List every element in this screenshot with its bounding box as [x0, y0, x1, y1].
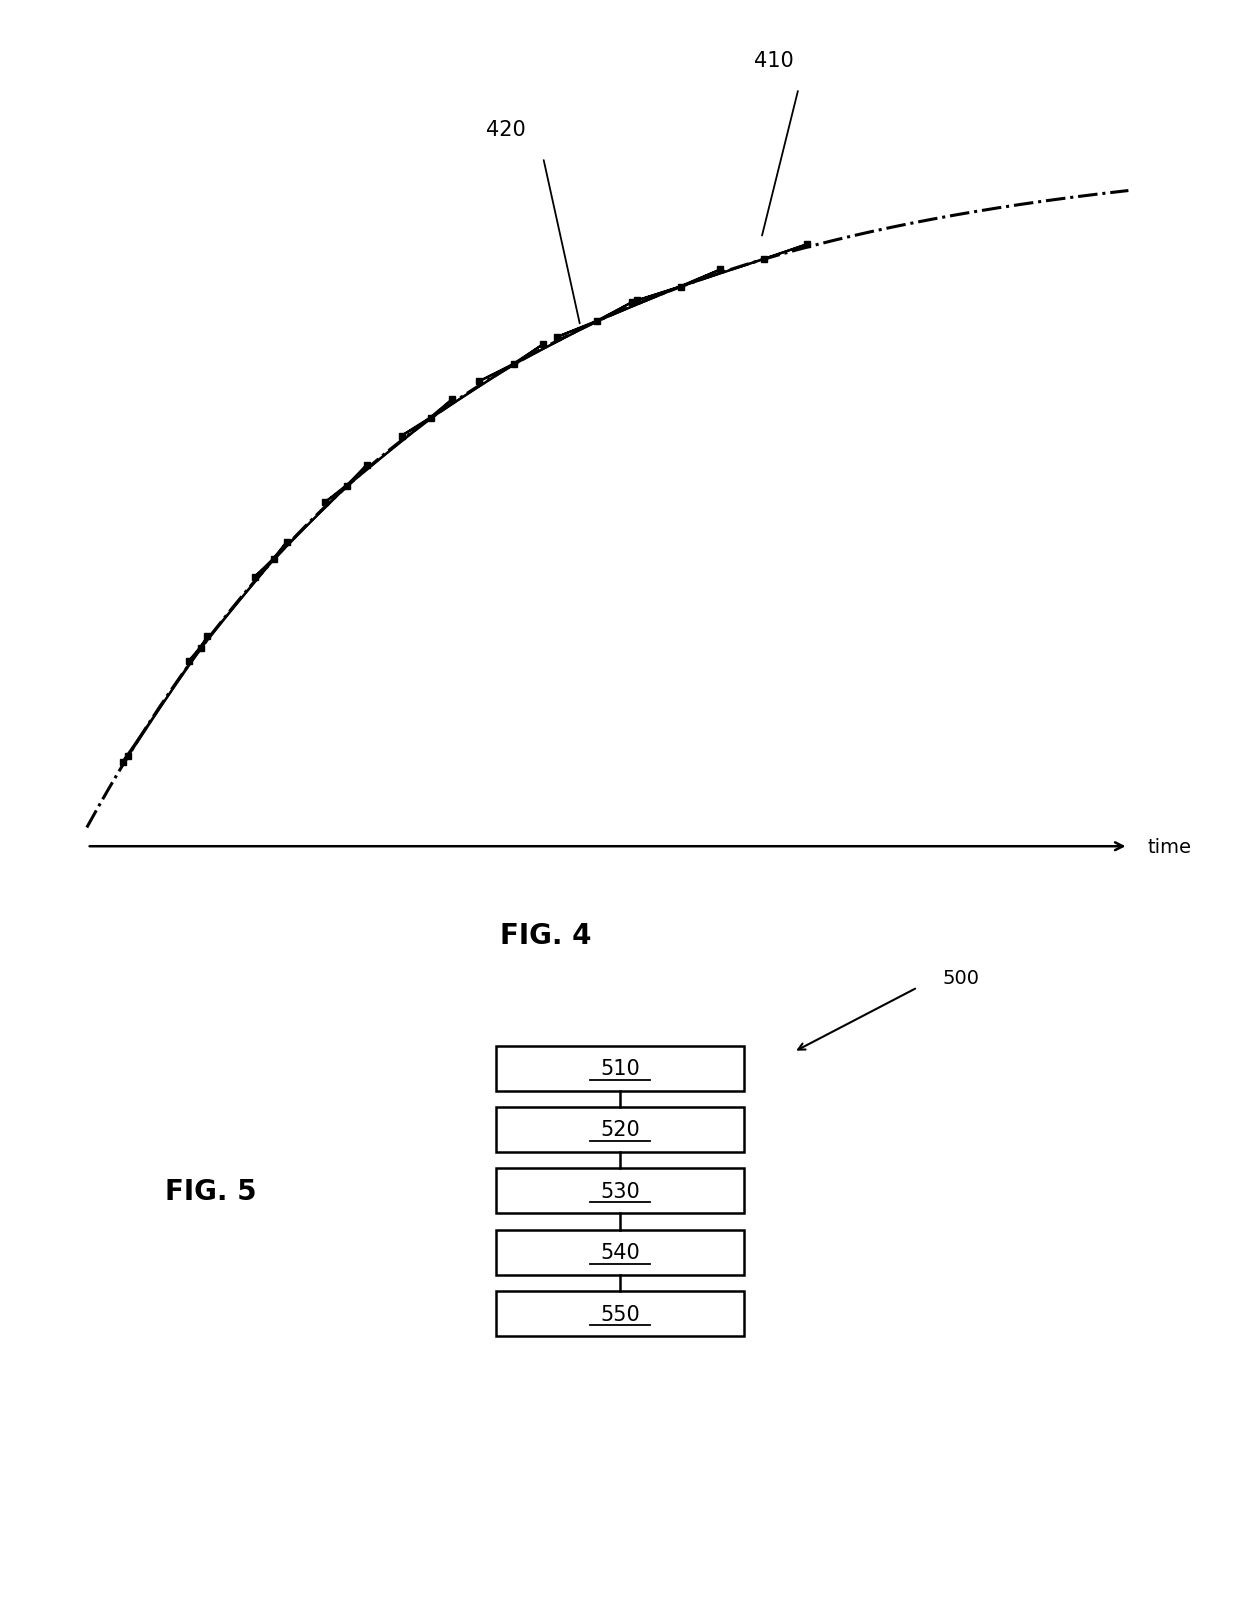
Text: 530: 530: [600, 1181, 640, 1201]
Bar: [496, 1291, 744, 1336]
Bar: [496, 1230, 744, 1275]
Text: 550: 550: [600, 1304, 640, 1323]
Bar: [496, 1046, 744, 1091]
Bar: [496, 1169, 744, 1214]
Text: time: time: [1147, 838, 1190, 855]
Text: 520: 520: [600, 1120, 640, 1139]
Text: 420: 420: [486, 119, 526, 139]
Text: FIG. 5: FIG. 5: [165, 1177, 257, 1206]
Text: FIG. 4: FIG. 4: [500, 922, 591, 949]
Text: 510: 510: [600, 1059, 640, 1078]
Text: 500: 500: [942, 968, 980, 988]
Text: 410: 410: [754, 50, 794, 71]
Bar: [496, 1107, 744, 1152]
Text: 540: 540: [600, 1243, 640, 1262]
